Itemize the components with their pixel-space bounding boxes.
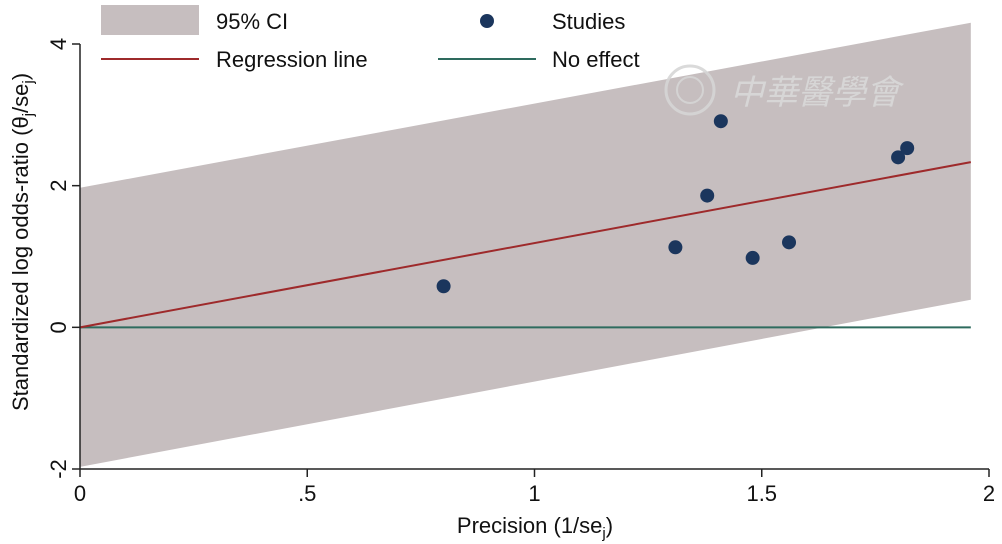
- study-point: [900, 141, 915, 156]
- y-ticks: -2 0 2 4: [46, 38, 80, 479]
- legend-ci-swatch: [101, 5, 199, 35]
- y-tick-label: 4: [46, 38, 71, 50]
- y-tick-label: -2: [46, 459, 71, 479]
- plot-area: [79, 22, 972, 467]
- study-point: [713, 114, 728, 129]
- x-tick-label: 1: [528, 481, 540, 506]
- legend: 95% CI Studies Regression line No effect: [101, 5, 640, 72]
- study-point: [668, 240, 683, 255]
- y-axis-title-sub1: j: [20, 113, 37, 117]
- x-axis-title: Precision (1/sej): [457, 513, 613, 542]
- x-tick-label: .5: [298, 481, 316, 506]
- y-axis-title-close: ): [8, 73, 33, 80]
- y-axis-title-sub2: j: [20, 80, 37, 84]
- x-axis-title-close: ): [606, 513, 613, 538]
- y-tick-label: 2: [46, 180, 71, 192]
- y-axis-title-main: Standardized log odds-ratio (θ: [8, 116, 33, 411]
- y-axis-title-mid: /se: [8, 84, 33, 113]
- watermark-seal-inner-icon: [676, 76, 704, 104]
- x-ticks: 0 .5 1 1.5 2: [74, 469, 995, 506]
- y-axis-title: Standardized log odds-ratio (θj/sej): [8, 73, 37, 411]
- x-axis-title-sub: j: [601, 525, 605, 542]
- legend-no-effect-label: No effect: [552, 47, 640, 72]
- study-point: [891, 150, 906, 165]
- x-axis-title-main: Precision (1/se: [457, 513, 603, 538]
- watermark-text: 中華醫學會: [730, 73, 905, 113]
- legend-studies-marker: [480, 14, 494, 28]
- study-point: [436, 279, 451, 294]
- x-tick-label: 1.5: [746, 481, 777, 506]
- x-tick-label: 0: [74, 481, 86, 506]
- x-tick-label: 2: [983, 481, 995, 506]
- legend-ci-label: 95% CI: [216, 9, 288, 34]
- regression-line: [79, 161, 972, 329]
- study-point: [745, 250, 760, 265]
- watermark: 中華醫學會: [664, 64, 905, 116]
- y-tick-label: 0: [46, 321, 71, 333]
- legend-regression-label: Regression line: [216, 47, 368, 72]
- study-point: [782, 235, 797, 250]
- study-point: [700, 188, 715, 203]
- legend-studies-label: Studies: [552, 9, 625, 34]
- watermark-seal-icon: [664, 64, 716, 116]
